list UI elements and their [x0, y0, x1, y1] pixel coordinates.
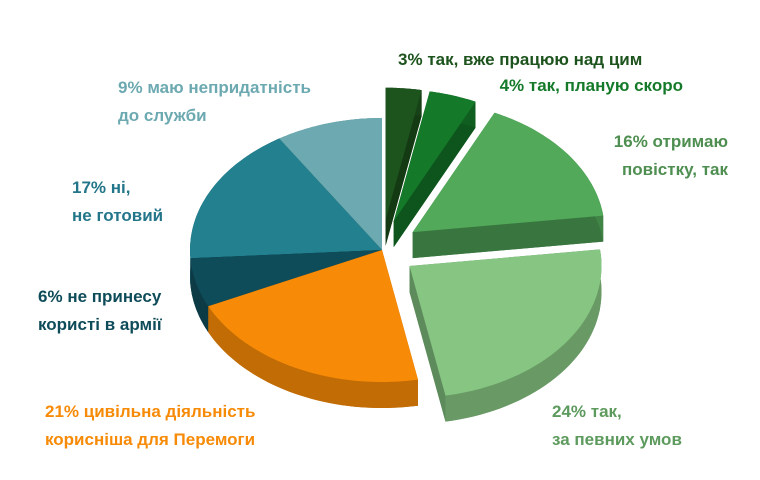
category-label: не принесу користі в армії — [38, 287, 162, 334]
slice-label: 9% маю непридатність до служби — [118, 74, 311, 130]
value-label: 3% — [398, 50, 423, 69]
slice-wall — [385, 90, 422, 246]
category-label: ні, не готовий — [72, 178, 164, 225]
value-label: 17% — [72, 178, 107, 197]
slice-label: 3% так, вже працюю над цим — [398, 46, 642, 74]
slice-wall — [409, 266, 446, 422]
slice-label: 17% ні, не готовий — [72, 174, 163, 230]
slice-top — [412, 112, 604, 233]
category-label: маю непридатність до служби — [118, 78, 311, 125]
slice-label: 6% не принесу користі в армії — [38, 283, 162, 339]
slice — [412, 112, 604, 259]
slice-wall — [412, 215, 604, 259]
slice-top — [208, 250, 418, 382]
slice-top — [190, 138, 382, 259]
slice-label: 16% отримаю повістку, так — [614, 128, 728, 184]
category-label: так, планую скоро — [528, 76, 683, 95]
category-label: так, за певних умов — [552, 402, 682, 449]
category-label: цивільна діяльність корисніша для Перемо… — [45, 402, 256, 449]
slice-rim — [445, 249, 602, 422]
value-label: 4% — [499, 76, 525, 95]
slice-label: 4% так, планую скоро — [500, 72, 683, 100]
slice-rim — [190, 258, 209, 333]
category-label: отримаю повістку, так — [621, 132, 728, 179]
value-label: 24% — [552, 402, 587, 421]
slice-top — [385, 87, 422, 220]
slice-rim — [208, 306, 418, 408]
slice — [409, 249, 602, 422]
slice-top — [279, 118, 382, 250]
value-label: 16% — [613, 132, 648, 151]
value-label: 6% — [38, 287, 63, 306]
slice-wall — [393, 101, 476, 248]
slice-label: 24% так, за певних умов — [552, 398, 682, 454]
slice-top — [393, 91, 476, 222]
slice-label: 21% цивільна діяльність корисніша для Пе… — [45, 398, 255, 454]
slice — [385, 87, 422, 246]
value-label: 9% — [118, 78, 143, 97]
slice — [208, 250, 418, 408]
slice-top — [409, 249, 602, 396]
value-label: 21% — [45, 402, 80, 421]
slice — [393, 91, 476, 248]
slice-top — [190, 250, 382, 307]
category-label: так, вже працюю над цим — [427, 50, 643, 69]
